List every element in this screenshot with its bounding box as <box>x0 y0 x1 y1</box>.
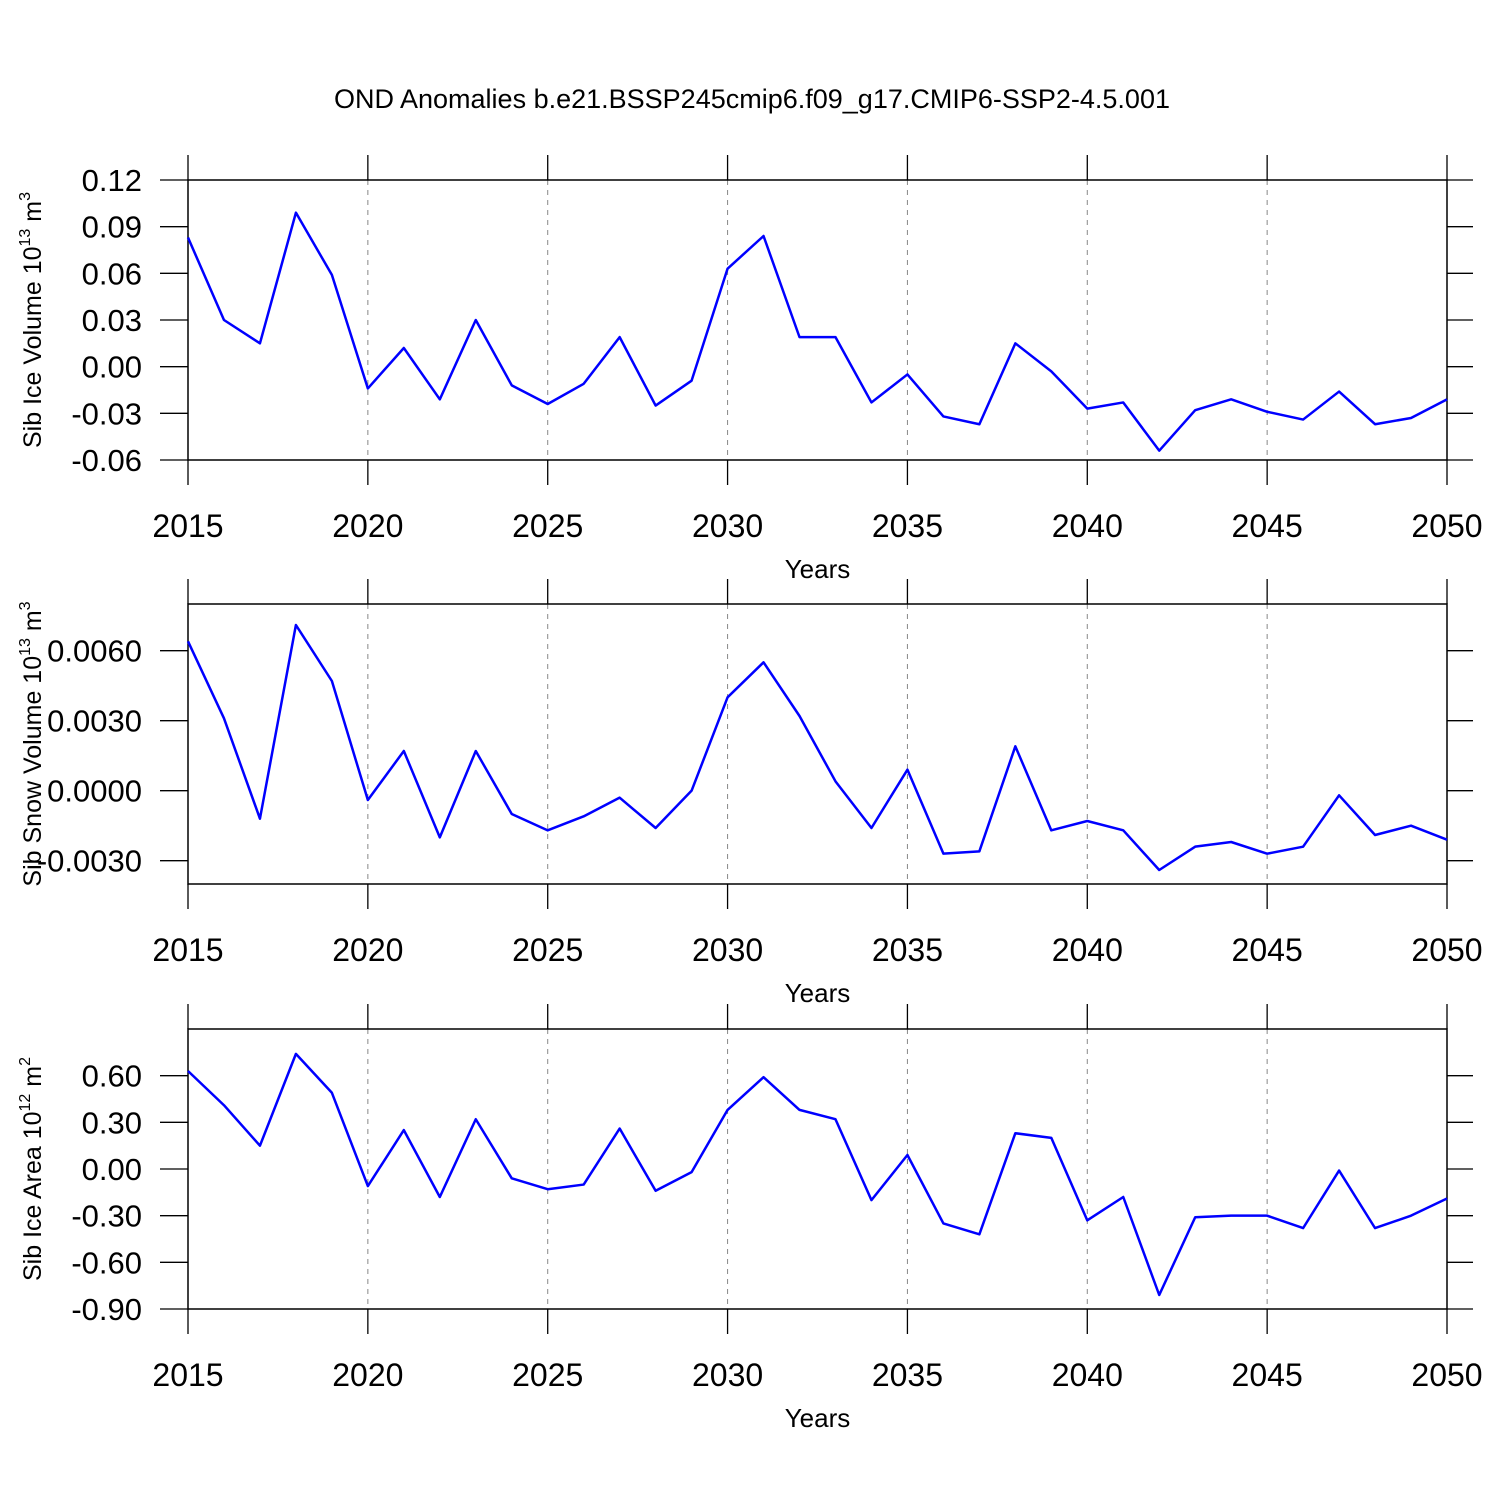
y-axis-label: Sib Ice Area 1012 m2 <box>17 1057 47 1281</box>
x-tick-label: 2035 <box>872 508 943 544</box>
y-tick-label: 0.12 <box>82 163 142 198</box>
y-axis-label-text: m <box>19 1066 47 1094</box>
data-line <box>186 211 1448 452</box>
y-tick-label: -0.06 <box>71 443 142 478</box>
x-tick-label: 2045 <box>1232 1357 1303 1393</box>
y-axis-label-text: m <box>19 201 47 229</box>
y-axis-label-exponent: 13 <box>17 229 34 247</box>
x-tick-label: 2050 <box>1411 1357 1482 1393</box>
y-tick-label: -0.30 <box>71 1199 142 1234</box>
figure-title: OND Anomalies b.e21.BSSP245cmip6.f09_g17… <box>334 84 1170 114</box>
plot-frame <box>187 603 1448 885</box>
x-tick-label: 2020 <box>332 1357 403 1393</box>
y-axis-label-text: Sib Ice Volume 10 <box>19 246 47 448</box>
x-tick-label: 2020 <box>332 932 403 968</box>
y-tick-label: 0.30 <box>82 1105 142 1140</box>
x-axis-label: Years <box>785 554 851 584</box>
y-tick-label: 0.0000 <box>47 774 142 809</box>
x-tick-label: 2045 <box>1232 932 1303 968</box>
x-tick-label: 2035 <box>872 1357 943 1393</box>
x-axis-label: Years <box>785 1403 851 1433</box>
plot-frame <box>187 1028 1448 1310</box>
x-tick-label: 2015 <box>152 508 223 544</box>
y-tick-label: -0.90 <box>71 1292 142 1327</box>
y-axis-label: Sib Ice Volume 1013 m3 <box>17 192 47 448</box>
y-axis-label-exponent: 12 <box>17 1094 34 1112</box>
y-axis-label-exponent: 3 <box>17 601 34 610</box>
x-tick-label: 2030 <box>692 1357 763 1393</box>
y-tick-label: -0.60 <box>71 1245 142 1280</box>
y-tick-label: 0.00 <box>82 1152 142 1187</box>
y-axis-label-exponent: 2 <box>17 1057 34 1066</box>
data-line <box>186 623 1448 872</box>
y-tick-label: 0.0030 <box>47 704 142 739</box>
y-tick-label: 0.09 <box>82 210 142 245</box>
x-tick-label: 2015 <box>152 1357 223 1393</box>
x-tick-label: 2025 <box>512 508 583 544</box>
y-axis-label-exponent: 13 <box>17 638 34 656</box>
x-tick-label: 2045 <box>1232 508 1303 544</box>
x-tick-label: 2050 <box>1411 932 1482 968</box>
y-tick-label: 0.03 <box>82 303 142 338</box>
x-tick-label: 2035 <box>872 932 943 968</box>
x-tick-label: 2025 <box>512 1357 583 1393</box>
x-tick-label: 2050 <box>1411 508 1482 544</box>
data-line <box>187 1052 1448 1297</box>
x-tick-label: 2040 <box>1052 508 1123 544</box>
x-tick-label: 2030 <box>692 508 763 544</box>
x-tick-label: 2040 <box>1052 932 1123 968</box>
x-tick-label: 2020 <box>332 508 403 544</box>
y-tick-label: 0.06 <box>82 256 142 291</box>
y-axis-label: Sib Snow Volume 1013 m3 <box>17 601 47 886</box>
x-tick-label: 2030 <box>692 932 763 968</box>
y-tick-label: -0.03 <box>71 396 142 431</box>
plot-frame <box>187 179 1448 461</box>
y-axis-label-exponent: 3 <box>17 192 34 201</box>
x-tick-label: 2025 <box>512 932 583 968</box>
y-axis-label-text: m <box>19 610 47 638</box>
y-tick-label: 0.00 <box>82 350 142 385</box>
x-tick-label: 2040 <box>1052 1357 1123 1393</box>
y-tick-label: -0.0030 <box>37 844 142 879</box>
x-axis-label: Years <box>785 978 851 1008</box>
y-tick-label: 0.0060 <box>47 634 142 669</box>
y-tick-label: 0.60 <box>82 1059 142 1094</box>
y-axis-label-text: Sib Ice Area 10 <box>19 1111 47 1281</box>
y-axis-label-text: Sib Snow Volume 10 <box>19 656 47 887</box>
x-tick-label: 2015 <box>152 932 223 968</box>
